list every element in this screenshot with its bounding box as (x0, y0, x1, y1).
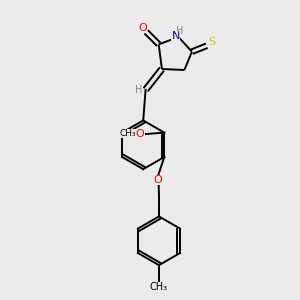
Text: CH₃: CH₃ (150, 283, 168, 292)
Text: H: H (135, 85, 143, 95)
Text: CH₃: CH₃ (119, 129, 136, 138)
Text: O: O (136, 129, 145, 139)
Text: O: O (138, 23, 147, 33)
Text: O: O (153, 175, 162, 185)
Text: S: S (208, 37, 215, 47)
Text: N: N (171, 32, 180, 41)
Text: H: H (176, 26, 184, 36)
